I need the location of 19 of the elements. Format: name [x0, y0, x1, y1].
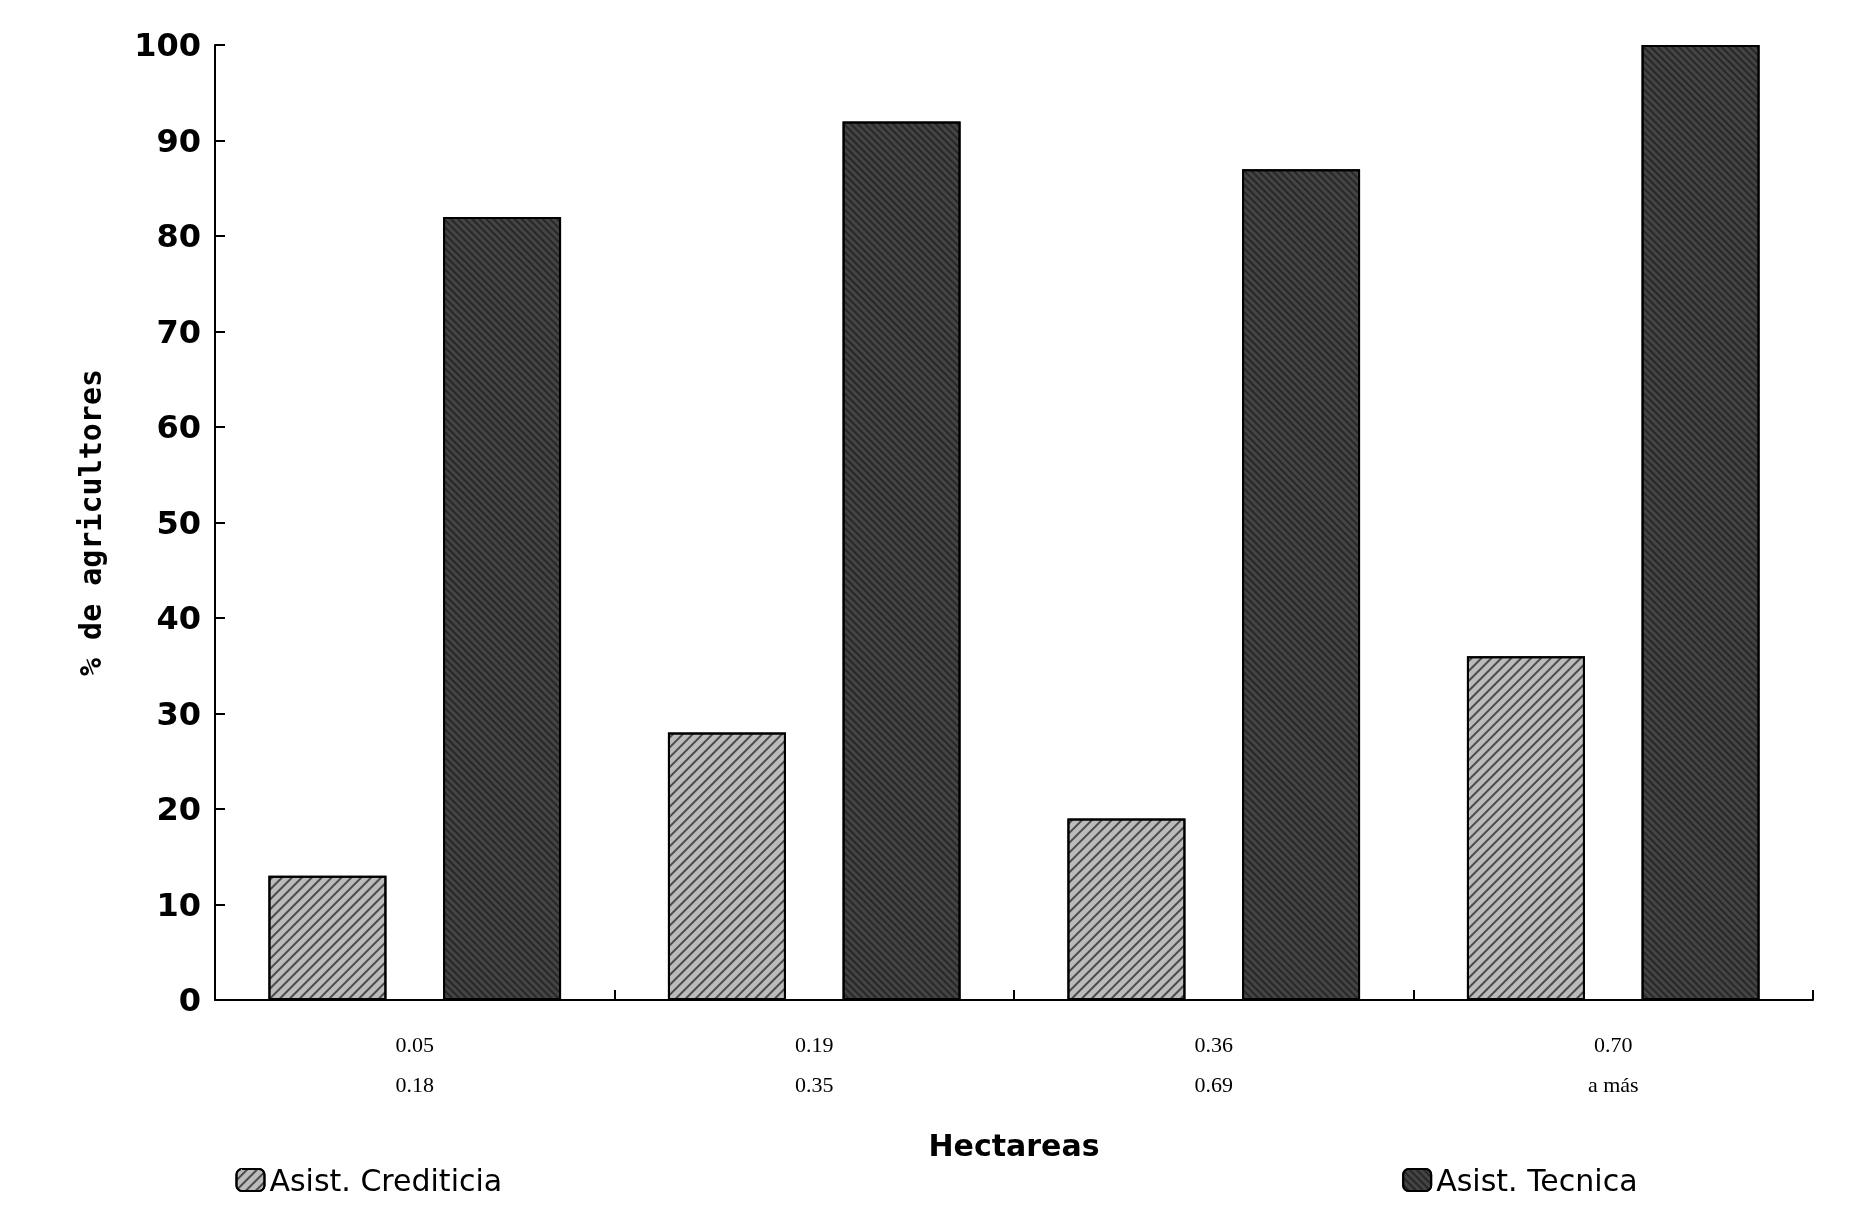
y-tick-label: 10 [156, 885, 201, 924]
y-tick-label: 80 [156, 217, 201, 255]
y-tick-label: 100 [134, 26, 201, 64]
y-tick-label: 50 [156, 503, 201, 542]
legend-label: Asist. Crediticia [269, 1162, 503, 1198]
x-tick-label: 0.70 a más [1587, 1031, 1639, 1097]
y-tick-label: 0 [178, 981, 201, 1019]
y-tick-label: 30 [156, 694, 201, 733]
y-tick-label: 60 [156, 408, 201, 446]
y-tick-label: 90 [156, 121, 201, 160]
x-tick-label: 0.05 0.18 [395, 1031, 434, 1097]
y-tick-label: 70 [156, 312, 201, 351]
x-axis-title: Hectareas [928, 1127, 1100, 1163]
y-axis-title: % de agricultores [72, 368, 108, 677]
x-tick-label: 0.36 0.69 [1194, 1031, 1233, 1097]
y-tick-label: 40 [156, 599, 201, 637]
x-tick-label: 0.19 0.35 [795, 1031, 834, 1097]
y-tick-label: 20 [156, 790, 201, 828]
legend-label: Asist. Tecnica [1436, 1162, 1638, 1198]
